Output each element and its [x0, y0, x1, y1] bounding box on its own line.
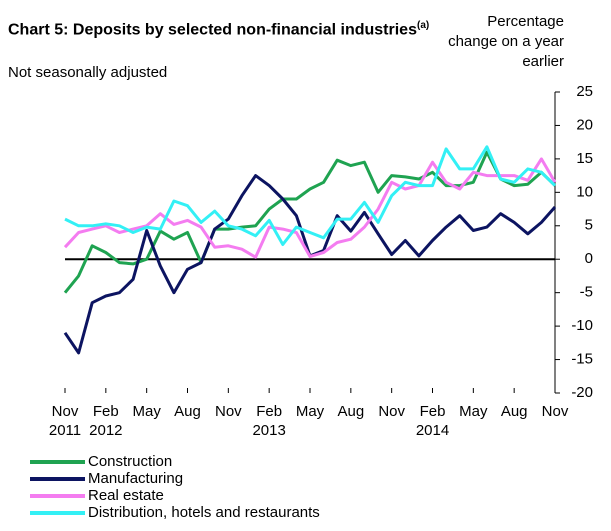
- legend-label: Manufacturing: [88, 470, 183, 487]
- title-note: (a): [416, 20, 430, 31]
- x-tick-label: Feb 2012: [89, 403, 122, 439]
- x-tick-label: Feb 2014: [416, 403, 449, 439]
- chart-subtitle: Not seasonally adjusted: [8, 64, 168, 81]
- x-tick-label: Nov: [378, 403, 405, 420]
- legend-label: Construction: [88, 453, 172, 470]
- y-tick-label: -10: [571, 317, 593, 334]
- legend-label: Real estate: [88, 487, 164, 504]
- y-tick-label: 15: [576, 150, 593, 167]
- y-tick-label: 20: [576, 116, 593, 133]
- chart-title-block: Chart 5: Deposits by selected non-financ…: [8, 16, 458, 39]
- series-line: [63, 174, 557, 355]
- series-line: [63, 150, 557, 294]
- y-tick-label: 25: [576, 83, 593, 100]
- y-tick-label: -15: [571, 351, 593, 368]
- x-tick-label: Aug: [501, 403, 528, 420]
- y-axis-label: Percentage change on a year earlier: [448, 13, 564, 70]
- x-tick-label: Aug: [337, 403, 364, 420]
- x-tick-label: Nov 2011: [49, 403, 81, 439]
- legend-label: Distribution, hotels and restaurants: [88, 504, 320, 521]
- x-tick-label: Nov: [542, 403, 569, 420]
- series-line: [64, 145, 557, 246]
- x-tick-label: Nov: [215, 403, 242, 420]
- chart-title: Chart 5: Deposits by selected non-financ…: [8, 21, 417, 39]
- y-tick-label: 0: [585, 250, 593, 267]
- x-tick-label: May: [296, 403, 325, 420]
- x-tick-label: Aug: [174, 403, 201, 420]
- x-tick-label: May: [132, 403, 161, 420]
- x-tick-label: May: [459, 403, 488, 420]
- y-tick-label: 10: [576, 183, 593, 200]
- x-tick-label: Feb 2013: [252, 403, 285, 439]
- y-tick-label: -20: [571, 384, 593, 401]
- series-line: [63, 157, 557, 259]
- y-tick-label: -5: [580, 284, 593, 301]
- y-tick-label: 5: [585, 217, 593, 234]
